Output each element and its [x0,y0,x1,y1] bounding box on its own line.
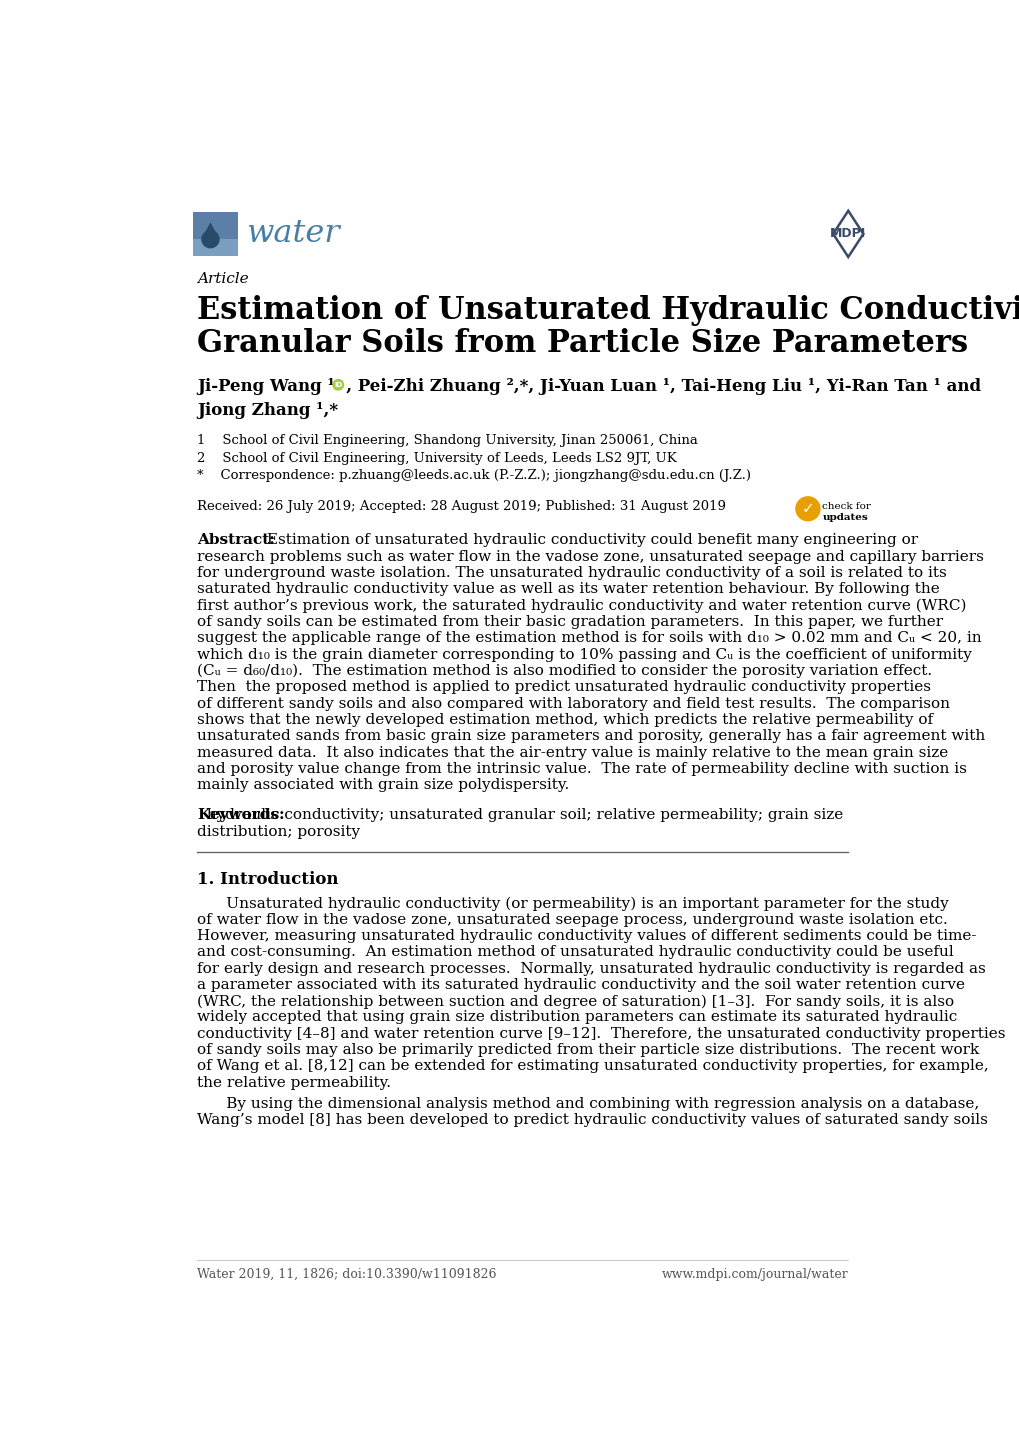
Text: conductivity [4–8] and water retention curve [9–12].  Therefore, the unsaturated: conductivity [4–8] and water retention c… [197,1027,1005,1041]
Text: However, measuring unsaturated hydraulic conductivity values of different sedime: However, measuring unsaturated hydraulic… [197,929,976,943]
Text: saturated hydraulic conductivity value as well as its water retention behaviour.: saturated hydraulic conductivity value a… [197,583,940,597]
Text: iD: iD [334,382,342,388]
Text: Estimation of Unsaturated Hydraulic Conductivity of: Estimation of Unsaturated Hydraulic Cond… [197,294,1019,326]
Text: shows that the newly developed estimation method, which predicts the relative pe: shows that the newly developed estimatio… [197,712,932,727]
Text: Jiong Zhang ¹,*: Jiong Zhang ¹,* [197,402,338,418]
Text: Granular Soils from Particle Size Parameters: Granular Soils from Particle Size Parame… [197,327,967,359]
Text: check for: check for [821,502,870,510]
Text: 1    School of Civil Engineering, Shandong University, Jinan 250061, China: 1 School of Civil Engineering, Shandong … [197,434,697,447]
Text: and porosity value change from the intrinsic value.  The rate of permeability de: and porosity value change from the intri… [197,761,966,776]
Text: unsaturated sands from basic grain size parameters and porosity, generally has a: unsaturated sands from basic grain size … [197,730,984,743]
Text: the relative permeability.: the relative permeability. [197,1076,391,1090]
Text: ✓: ✓ [801,502,813,516]
Text: Estimation of unsaturated hydraulic conductivity could benefit many engineering : Estimation of unsaturated hydraulic cond… [261,534,917,548]
Circle shape [333,379,343,389]
Text: Abstract:: Abstract: [197,534,275,548]
Text: first author’s previous work, the saturated hydraulic conductivity and water ret: first author’s previous work, the satura… [197,598,966,613]
Text: of sandy soils may also be primarily predicted from their particle size distribu: of sandy soils may also be primarily pre… [197,1043,978,1057]
FancyBboxPatch shape [194,212,238,257]
Text: mainly associated with grain size polydispersity.: mainly associated with grain size polydi… [197,779,569,792]
Text: measured data.  It also indicates that the air-entry value is mainly relative to: measured data. It also indicates that th… [197,746,948,760]
Text: which d₁₀ is the grain diameter corresponding to 10% passing and Cᵤ is the coeff: which d₁₀ is the grain diameter correspo… [197,647,971,662]
Text: Water 2019, 11, 1826; doi:10.3390/w11091826: Water 2019, 11, 1826; doi:10.3390/w11091… [197,1268,496,1280]
Text: MDPI: MDPI [829,228,865,241]
Text: and cost-consuming.  An estimation method of unsaturated hydraulic conductivity : and cost-consuming. An estimation method… [197,945,953,959]
Text: of sandy soils can be estimated from their basic gradation parameters.  In this : of sandy soils can be estimated from the… [197,616,943,629]
Text: widely accepted that using grain size distribution parameters can estimate its s: widely accepted that using grain size di… [197,1011,957,1024]
Text: research problems such as water flow in the vadose zone, unsaturated seepage and: research problems such as water flow in … [197,549,983,564]
Text: of water flow in the vadose zone, unsaturated seepage process, underground waste: of water flow in the vadose zone, unsatu… [197,913,947,927]
Text: (WRC, the relationship between suction and degree of saturation) [1–3].  For san: (WRC, the relationship between suction a… [197,994,954,1008]
Circle shape [202,231,219,248]
Text: water: water [246,218,339,249]
Text: updates: updates [821,513,867,522]
Text: *    Correspondence: p.zhuang@leeds.ac.uk (P.-Z.Z.); jiongzhang@sdu.edu.cn (J.Z.: * Correspondence: p.zhuang@leeds.ac.uk (… [197,470,751,483]
Polygon shape [204,222,217,235]
Text: Article: Article [197,271,249,286]
Text: Unsaturated hydraulic conductivity (or permeability) is an important parameter f: Unsaturated hydraulic conductivity (or p… [197,897,948,910]
Text: suggest the applicable range of the estimation method is for soils with d₁₀ > 0.: suggest the applicable range of the esti… [197,632,981,646]
Circle shape [795,497,819,521]
Text: www.mdpi.com/journal/water: www.mdpi.com/journal/water [661,1268,848,1280]
Text: a parameter associated with its saturated hydraulic conductivity and the soil wa: a parameter associated with its saturate… [197,978,964,992]
Text: Then  the proposed method is applied to predict unsaturated hydraulic conductivi: Then the proposed method is applied to p… [197,681,930,694]
Text: 2    School of Civil Engineering, University of Leeds, Leeds LS2 9JT, UK: 2 School of Civil Engineering, Universit… [197,451,677,464]
Text: Keywords:: Keywords: [197,809,284,822]
Text: of different sandy soils and also compared with laboratory and field test result: of different sandy soils and also compar… [197,696,950,711]
Text: Received: 26 July 2019; Accepted: 28 August 2019; Published: 31 August 2019: Received: 26 July 2019; Accepted: 28 Aug… [197,499,726,512]
Text: By using the dimensional analysis method and combining with regression analysis : By using the dimensional analysis method… [197,1097,978,1110]
Text: Wang’s model [8] has been developed to predict hydraulic conductivity values of : Wang’s model [8] has been developed to p… [197,1113,987,1128]
Text: Ji-Peng Wang ¹  , Pei-Zhi Zhuang ²,*, Ji-Yuan Luan ¹, Tai-Heng Liu ¹, Yi-Ran Tan: Ji-Peng Wang ¹ , Pei-Zhi Zhuang ²,*, Ji-… [197,378,980,395]
Text: for early design and research processes.  Normally, unsaturated hydraulic conduc: for early design and research processes.… [197,962,985,976]
Text: distribution; porosity: distribution; porosity [197,825,360,839]
Text: for underground waste isolation. The unsaturated hydraulic conductivity of a soi: for underground waste isolation. The uns… [197,567,946,580]
Text: hydraulic conductivity; unsaturated granular soil; relative permeability; grain : hydraulic conductivity; unsaturated gran… [197,809,843,822]
FancyBboxPatch shape [194,239,238,257]
Text: of Wang et al. [8,12] can be extended for estimating unsaturated conductivity pr: of Wang et al. [8,12] can be extended fo… [197,1060,988,1073]
Text: (Cᵤ = d₆₀/d₁₀).  The estimation method is also modified to consider the porosity: (Cᵤ = d₆₀/d₁₀). The estimation method is… [197,663,931,678]
Text: 1. Introduction: 1. Introduction [197,871,338,888]
